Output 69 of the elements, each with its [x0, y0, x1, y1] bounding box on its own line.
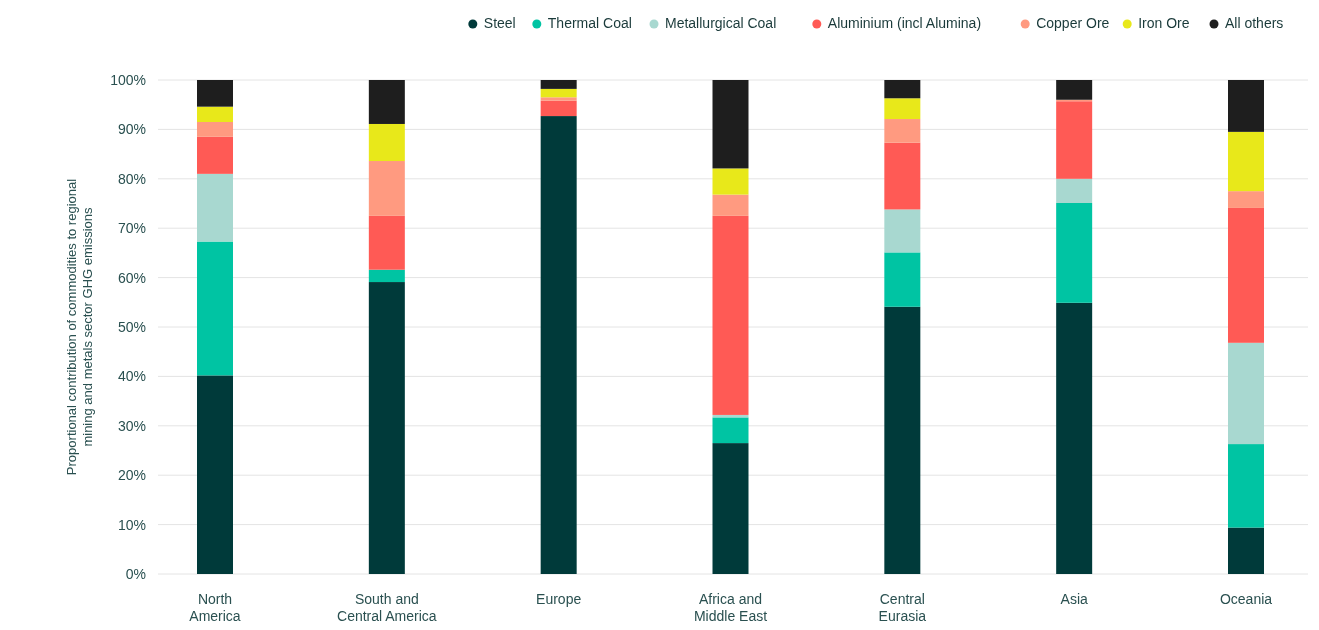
bar	[712, 168, 749, 195]
x-tick-label: North America	[189, 591, 241, 624]
bar	[1228, 191, 1264, 208]
bar	[1228, 444, 1264, 528]
legend-label: Iron Ore	[1138, 15, 1190, 31]
bar	[368, 269, 405, 283]
legend-label: Thermal Coal	[547, 15, 632, 31]
bar	[197, 121, 233, 137]
bar	[197, 136, 233, 174]
bar	[368, 123, 405, 162]
y-tick-label: 0%	[125, 565, 146, 582]
x-tick-label: Central Eurasia	[878, 591, 927, 624]
bar	[1228, 207, 1264, 343]
y-tick-label: 80%	[117, 170, 146, 187]
bar	[540, 88, 577, 98]
bar	[1056, 80, 1093, 100]
bar	[884, 119, 921, 143]
y-tick-label: 100%	[110, 71, 146, 88]
bar	[884, 209, 921, 253]
legend-label: Metallurgical Coal	[665, 15, 777, 31]
y-tick-label: 60%	[117, 269, 146, 286]
bar	[197, 241, 233, 376]
bar	[884, 142, 921, 210]
bar	[197, 80, 233, 107]
legend-label: Copper Ore	[1036, 15, 1110, 31]
x-tick-label: Europe	[536, 591, 582, 607]
bar	[712, 443, 749, 574]
legend-label: Aluminium (incl Alumina)	[827, 15, 982, 31]
bar	[1228, 527, 1264, 574]
bar	[368, 80, 405, 124]
bar	[197, 106, 233, 122]
bar	[197, 375, 233, 574]
bar	[1056, 302, 1093, 574]
bar	[540, 97, 577, 101]
x-tick-label: Africa and Middle East	[693, 591, 768, 624]
legend-label: All others	[1225, 15, 1284, 31]
y-tick-label: 50%	[117, 318, 146, 335]
bar	[368, 282, 405, 574]
bar	[712, 417, 749, 444]
bar	[197, 173, 233, 242]
bar	[884, 98, 921, 120]
bar	[368, 215, 405, 270]
bar	[884, 80, 921, 99]
bar	[1056, 101, 1093, 179]
bar	[1228, 80, 1264, 132]
bar	[1228, 342, 1264, 445]
bar	[1056, 203, 1093, 303]
x-tick-label: Oceania	[1219, 591, 1273, 607]
bar	[712, 194, 749, 216]
legend-label: Steel	[483, 15, 516, 31]
y-tick-label: 40%	[117, 368, 146, 385]
y-tick-label: 70%	[117, 220, 146, 237]
bar	[712, 215, 749, 415]
y-tick-label: 90%	[117, 121, 146, 138]
bar	[712, 80, 749, 169]
x-tick-label: Asia	[1060, 591, 1088, 607]
bar	[540, 116, 577, 574]
bar	[540, 80, 577, 89]
x-tick-label: South and Central America	[337, 591, 437, 624]
bar	[884, 252, 921, 307]
y-tick-label: 10%	[117, 516, 146, 533]
y-tick-label: 30%	[117, 417, 146, 434]
bar	[1228, 131, 1264, 192]
bar	[884, 306, 921, 574]
bar	[1056, 178, 1093, 204]
bar	[540, 100, 577, 117]
bar	[368, 161, 405, 216]
y-axis-title: Proportional contribution of commodities to regional mining and metals sector GHG emissions	[64, 178, 95, 476]
y-tick-label: 20%	[117, 467, 146, 484]
